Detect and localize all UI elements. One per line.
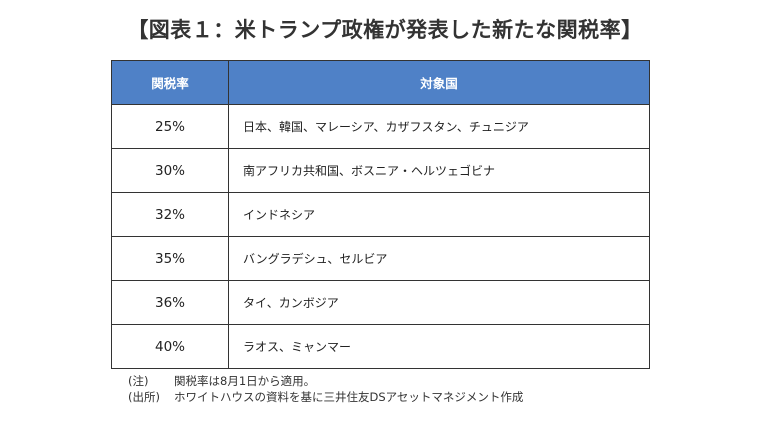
- note-label: (注): [128, 374, 149, 388]
- note-label: (出所): [128, 390, 160, 404]
- countries-cell: 南アフリカ共和国、ボスニア・ヘルツェゴビナ: [228, 148, 650, 193]
- countries-cell: インドネシア: [228, 192, 650, 237]
- note-source: (出所) ホワイトハウスの資料を基に三井住友DSアセットマネジメント作成: [128, 389, 523, 405]
- countries-cell: ラオス、ミャンマー: [228, 324, 650, 369]
- countries-cell: バングラデシュ、セルビア: [228, 236, 650, 281]
- note-applicability: (注) 関税率は8月1日から適用。: [128, 373, 523, 389]
- header-target-countries: 対象国: [228, 60, 650, 105]
- table-row: 30% 南アフリカ共和国、ボスニア・ヘルツェゴビナ: [111, 148, 650, 193]
- table-row: 32% インドネシア: [111, 192, 650, 237]
- countries-cell: タイ、カンボジア: [228, 280, 650, 325]
- table-header-row: 関税率 対象国: [111, 60, 650, 105]
- table-row: 36% タイ、カンボジア: [111, 280, 650, 325]
- tariff-table: 関税率 対象国 25% 日本、韓国、マレーシア、カザフスタン、チュニジア 30%…: [111, 60, 650, 369]
- table-row: 35% バングラデシュ、セルビア: [111, 236, 650, 281]
- rate-cell: 30%: [111, 148, 229, 193]
- footnotes: (注) 関税率は8月1日から適用。 (出所) ホワイトハウスの資料を基に三井住友…: [128, 373, 523, 405]
- note-text: 関税率は8月1日から適用。: [174, 374, 316, 388]
- page-title: 【図表１：米トランプ政権が発表した新たな関税率】: [127, 18, 643, 42]
- header-tariff-rate: 関税率: [111, 60, 229, 105]
- rate-cell: 35%: [111, 236, 229, 281]
- note-text: ホワイトハウスの資料を基に三井住友DSアセットマネジメント作成: [174, 390, 524, 404]
- table-row: 25% 日本、韓国、マレーシア、カザフスタン、チュニジア: [111, 104, 650, 149]
- rate-cell: 32%: [111, 192, 229, 237]
- rate-cell: 40%: [111, 324, 229, 369]
- rate-cell: 36%: [111, 280, 229, 325]
- table-row: 40% ラオス、ミャンマー: [111, 324, 650, 369]
- rate-cell: 25%: [111, 104, 229, 149]
- countries-cell: 日本、韓国、マレーシア、カザフスタン、チュニジア: [228, 104, 650, 149]
